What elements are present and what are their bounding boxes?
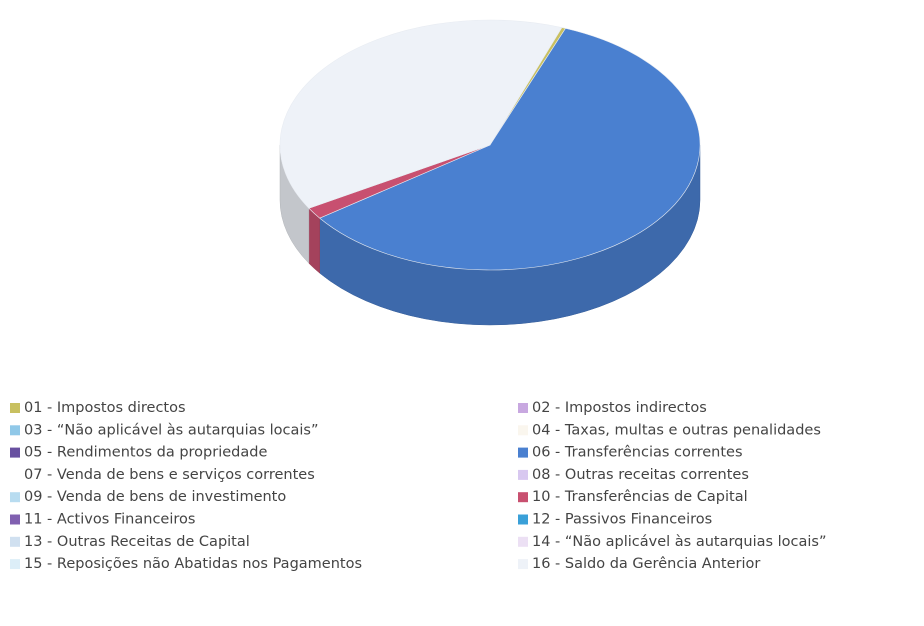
legend-label: 15 - Reposições não Abatidas nos Pagamen… [24, 556, 362, 572]
legend-swatch [518, 447, 528, 458]
legend-swatch [518, 514, 528, 525]
legend-label: 06 - Transferências correntes [532, 445, 743, 461]
legend-swatch [518, 403, 528, 413]
legend-swatch [10, 536, 20, 547]
legend-swatch [10, 514, 20, 525]
legend-swatch [10, 469, 20, 480]
legend-label: 03 - “Não aplicável às autarquias locais… [24, 422, 319, 438]
legend-swatch [518, 536, 528, 547]
legend-label: 07 - Venda de bens e serviços correntes [24, 467, 315, 483]
legend-swatch [518, 492, 528, 503]
legend-label: 04 - Taxas, multas e outras penalidades [532, 422, 821, 438]
legend-label: 05 - Rendimentos da propriedade [24, 445, 267, 461]
legend-label: 09 - Venda de bens de investimento [24, 489, 286, 505]
legend-label: 11 - Activos Financeiros [24, 512, 195, 528]
legend-label: 16 - Saldo da Gerência Anterior [532, 556, 760, 572]
legend-label: 08 - Outras receitas correntes [532, 467, 749, 483]
legend-label: 14 - “Não aplicável às autarquias locais… [532, 534, 827, 550]
legend-swatch [10, 425, 20, 436]
legend-swatch [518, 425, 528, 436]
slice [279, 19, 563, 209]
legend-label: 13 - Outras Receitas de Capital [24, 534, 250, 550]
legend-swatch [10, 403, 20, 413]
legend-swatch [10, 559, 20, 570]
legend-label: 10 - Transferências de Capital [532, 489, 748, 505]
legend-swatch [518, 559, 528, 570]
legend-label: 01 - Impostos directos [24, 400, 186, 416]
slice [319, 28, 701, 271]
legend-label: 12 - Passivos Financeiros [532, 512, 712, 528]
legend-label: 02 - Impostos indirectos [532, 400, 707, 416]
legend-swatch [10, 492, 20, 503]
legend-swatch [10, 447, 20, 458]
slice-side [308, 207, 320, 274]
legend-swatch [518, 469, 528, 480]
